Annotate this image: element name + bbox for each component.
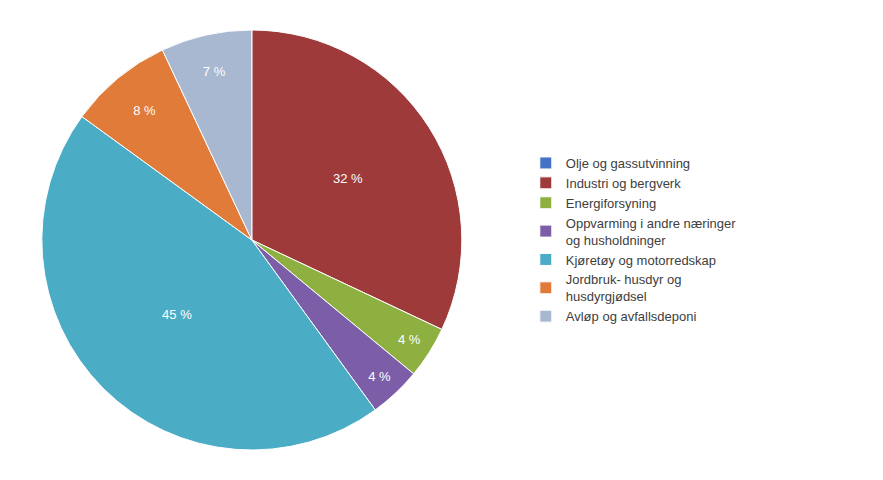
svg-text:Jordbruk- husdyr oghusdyrgjøds: Jordbruk- husdyr oghusdyrgjødsel bbox=[566, 272, 682, 304]
svg-text:Energiforsyning: Energiforsyning bbox=[566, 196, 656, 211]
svg-text:Avløp og avfallsdeponi: Avløp og avfallsdeponi bbox=[566, 309, 697, 324]
svg-text:32 %: 32 % bbox=[333, 171, 363, 186]
svg-text:Oppvarming i andre næringerog: Oppvarming i andre næringerog husholdnin… bbox=[566, 216, 736, 248]
svg-text:7 %: 7 % bbox=[203, 64, 226, 79]
svg-text:Kjøretøy og motorredskap: Kjøretøy og motorredskap bbox=[566, 253, 716, 268]
svg-text:8 %: 8 % bbox=[133, 103, 156, 118]
svg-text:4 %: 4 % bbox=[368, 369, 391, 384]
svg-text:Industri og bergverk: Industri og bergverk bbox=[566, 176, 681, 191]
svg-text:Olje og gassutvinning: Olje og gassutvinning bbox=[566, 156, 690, 171]
svg-text:45 %: 45 % bbox=[162, 307, 192, 322]
svg-text:4 %: 4 % bbox=[398, 332, 421, 347]
